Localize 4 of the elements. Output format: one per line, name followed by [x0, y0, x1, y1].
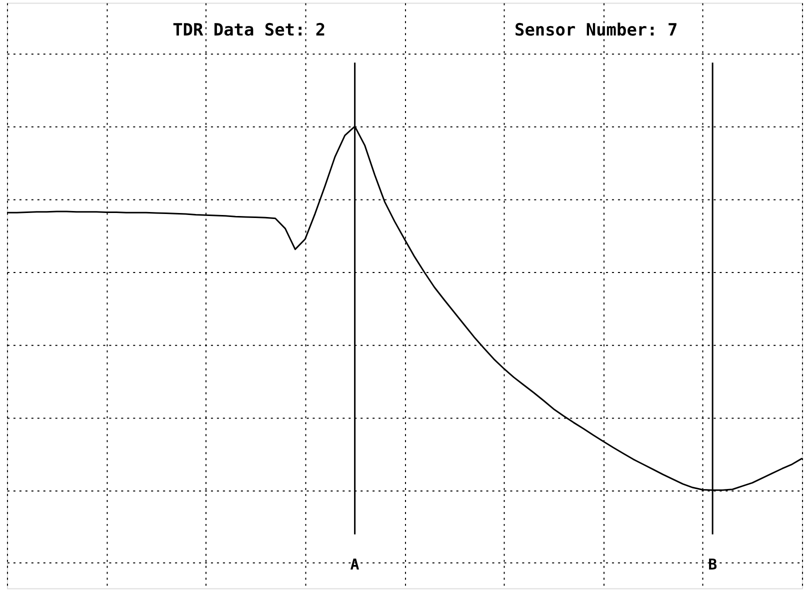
text: B	[708, 555, 718, 574]
text: TDR Data Set: 2	[172, 20, 326, 40]
text: A	[350, 555, 360, 574]
text: Sensor Number: 7	[514, 20, 678, 40]
